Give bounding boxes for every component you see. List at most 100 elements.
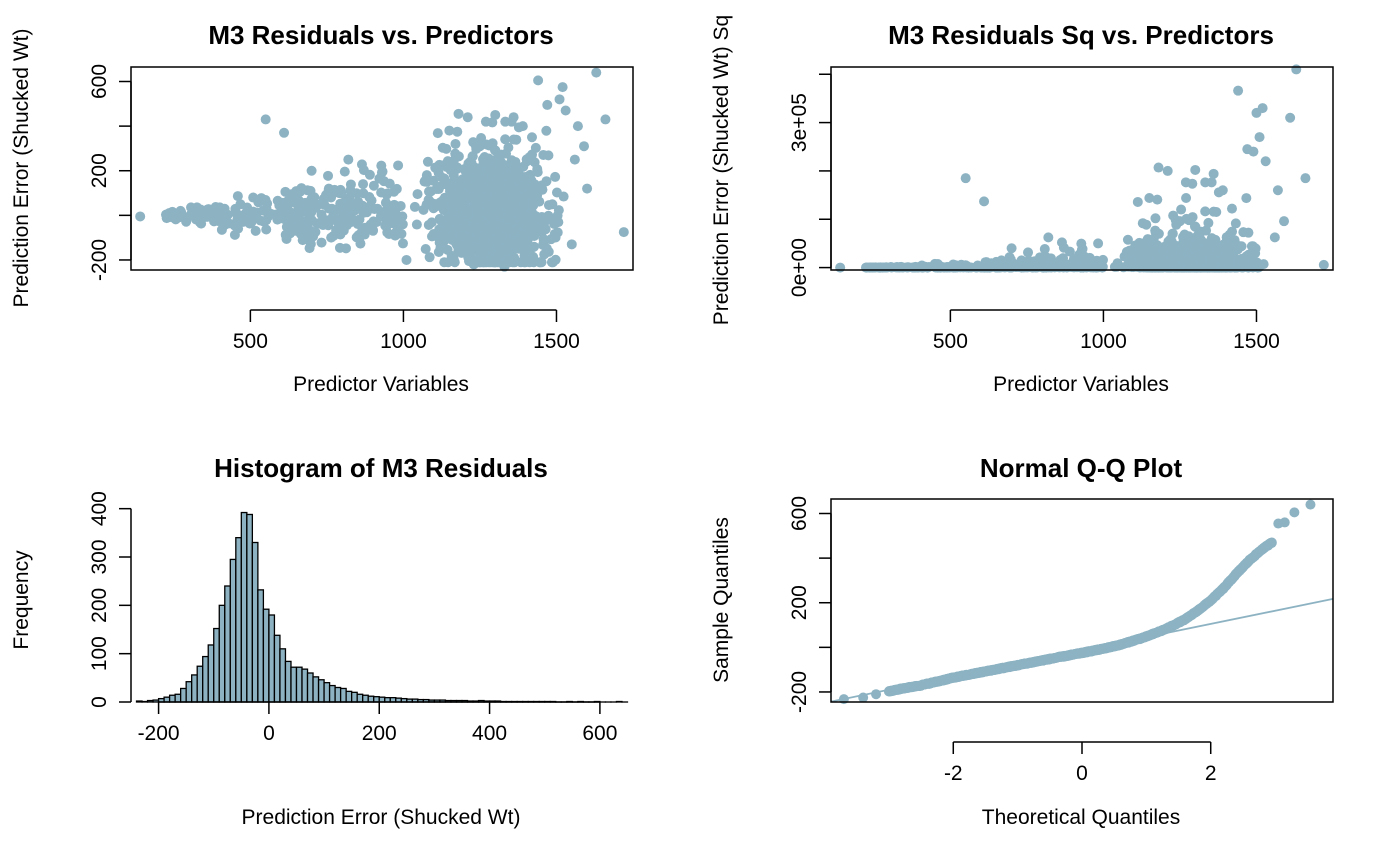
data-point: [521, 211, 532, 222]
data-point: [1153, 162, 1164, 173]
histogram-bar: [317, 679, 325, 703]
data-point: [291, 186, 302, 197]
data-point: [479, 234, 490, 245]
x-axis-label: Predictor Variables: [293, 373, 469, 396]
histogram-bar: [295, 666, 303, 703]
data-point: [1205, 595, 1216, 606]
histogram-bar: [202, 655, 209, 703]
data-point: [308, 231, 319, 242]
y-tick-label: 600: [788, 496, 811, 531]
data-point: [493, 241, 504, 252]
data-point: [490, 257, 501, 268]
data-point: [499, 261, 510, 272]
data-point: [395, 200, 406, 211]
x-axis-ticks: -200 0 200 400 600: [138, 701, 617, 745]
data-point: [434, 181, 445, 192]
histogram-bar: [224, 585, 231, 703]
y-tick-label: 400: [88, 491, 111, 526]
data-point: [368, 180, 379, 191]
data-point: [1153, 228, 1164, 239]
y-axis-label: Prediction Error (Shucked Wt): [10, 29, 33, 308]
data-point: [861, 262, 872, 273]
data-point: [963, 262, 974, 273]
data-point: [569, 154, 580, 165]
data-point: [935, 261, 946, 272]
data-point: [423, 194, 434, 205]
data-point: [1181, 192, 1192, 203]
y-tick-label: 600: [88, 64, 111, 99]
data-point: [397, 238, 408, 249]
data-point: [284, 211, 295, 222]
data-point: [323, 183, 334, 194]
data-point: [503, 142, 514, 153]
outlier-points: [835, 64, 1329, 273]
histogram-bar: [356, 693, 364, 703]
data-point: [433, 247, 444, 258]
data-point: [1166, 243, 1177, 254]
data-point: [526, 132, 537, 143]
data-point: [358, 188, 369, 199]
data-point: [452, 217, 463, 228]
data-point: [1251, 257, 1262, 268]
data-point: [504, 211, 515, 222]
data-point: [979, 196, 990, 207]
data-point: [994, 262, 1005, 273]
data-point: [1248, 146, 1259, 157]
data-point: [528, 257, 539, 268]
data-point: [518, 201, 529, 212]
data-point: [444, 125, 455, 136]
data-point: [409, 201, 420, 212]
histogram-bar: [351, 691, 358, 703]
data-point: [306, 165, 317, 176]
data-point: [280, 186, 291, 197]
histogram-bar: [152, 699, 160, 703]
data-point: [1144, 192, 1155, 203]
data-point: [192, 205, 203, 216]
data-point: [529, 195, 540, 206]
data-point: [441, 143, 452, 154]
data-point: [1006, 243, 1017, 254]
histogram-bar: [373, 696, 380, 703]
data-point: [455, 179, 466, 190]
x-tick-label: 1000: [380, 330, 427, 353]
data-point: [1224, 261, 1235, 272]
data-point: [412, 189, 423, 200]
qq-reference-line: [830, 598, 1334, 703]
data-point: [533, 75, 544, 86]
data-point: [1228, 241, 1239, 252]
histogram-bar: [273, 634, 281, 703]
histogram-bar: [218, 604, 226, 703]
data-point: [209, 211, 220, 222]
data-point: [418, 204, 429, 215]
data-point: [1244, 555, 1255, 566]
y-tick-label: 0e+00: [788, 238, 811, 297]
x-tick-label: 200: [362, 722, 397, 745]
data-point: [1190, 164, 1201, 175]
data-point: [327, 215, 338, 226]
data-point: [600, 114, 611, 125]
data-point: [1159, 261, 1170, 272]
data-point: [1211, 207, 1222, 218]
x-axis-ticks: 500 1000 1500: [233, 309, 580, 353]
data-point: [507, 226, 518, 237]
x-tick-label: 0: [263, 722, 275, 745]
data-point: [1006, 262, 1017, 273]
data-point: [384, 178, 395, 189]
data-point: [480, 116, 491, 127]
x-axis-label: Predictor Variables: [993, 373, 1169, 396]
data-point: [550, 171, 561, 182]
histogram-bar: [196, 665, 204, 703]
data-point: [551, 187, 562, 198]
data-point: [382, 227, 393, 238]
data-point: [447, 194, 458, 205]
data-point: [442, 156, 453, 167]
squared-residual-point-cloud: [860, 177, 1269, 273]
data-point: [250, 225, 261, 236]
data-point: [1150, 213, 1161, 224]
data-point: [459, 220, 470, 231]
data-point: [524, 245, 535, 256]
data-point: [529, 179, 540, 190]
data-point: [434, 213, 445, 224]
data-point: [1201, 225, 1212, 236]
data-point: [1179, 614, 1190, 625]
